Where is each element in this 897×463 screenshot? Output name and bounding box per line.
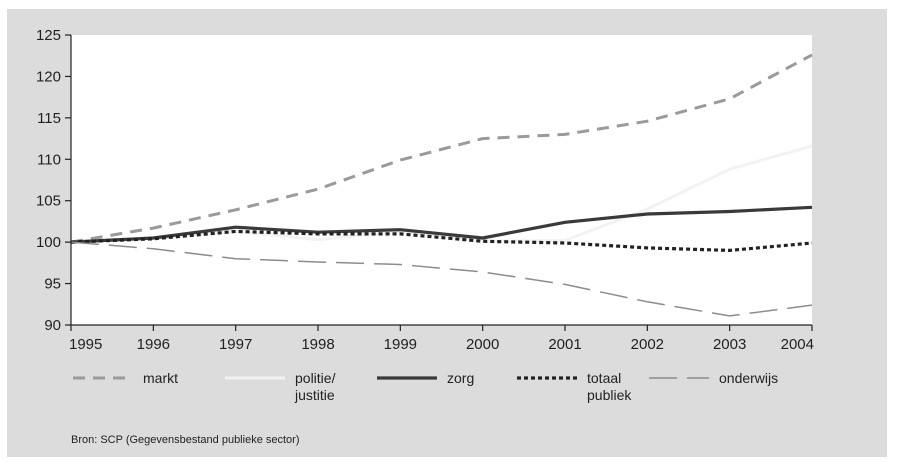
legend-label: zorg [447,370,474,386]
y-ticks: 90 95 100 105 110 115 120 125 [36,27,71,334]
y-tick-label: 90 [44,317,61,334]
x-tick-label: 1996 [137,336,170,353]
legend-label: totaal [587,370,621,386]
y-tick-label: 95 [44,276,61,293]
series-line [70,229,813,252]
series-line [70,53,813,244]
series-line [70,205,813,244]
legend-label: justitie [294,387,335,403]
legend-label: publiek [587,387,632,403]
x-tick-label: 2000 [466,336,499,353]
x-tick-label: 1998 [301,336,334,353]
series-line [70,144,813,244]
legend-label: onderwijs [719,370,778,386]
y-tick-label: 125 [36,27,61,44]
y-tick-label: 115 [37,110,61,127]
plot-area [71,35,812,325]
y-tick-label: 120 [36,68,61,85]
source-note: Bron: SCP (Gegevensbestand publieke sect… [71,434,299,446]
series-layer [70,53,813,317]
chart-frame: 90 95 100 105 110 115 120 125 1995 1996 1997 1998 1… [7,9,887,457]
legend-label: politie/ [295,370,336,386]
y-tick-label: 105 [36,193,61,210]
x-ticks: 1995 1996 1997 1998 1999 2000 2001 2002 2003 2004 [69,325,814,353]
series-line [70,241,813,317]
x-tick-label: 1999 [384,336,417,353]
x-tick-label: 2002 [631,336,664,353]
y-tick-label: 100 [36,234,61,251]
x-tick-label: 1995 [69,336,102,353]
x-tick-label: 2004 [781,336,814,353]
y-tick-label: 110 [37,151,61,168]
legend-label: markt [143,370,178,386]
x-tick-label: 2001 [548,336,581,353]
x-tick-label: 1997 [219,336,252,353]
x-tick-label: 2003 [713,336,746,353]
